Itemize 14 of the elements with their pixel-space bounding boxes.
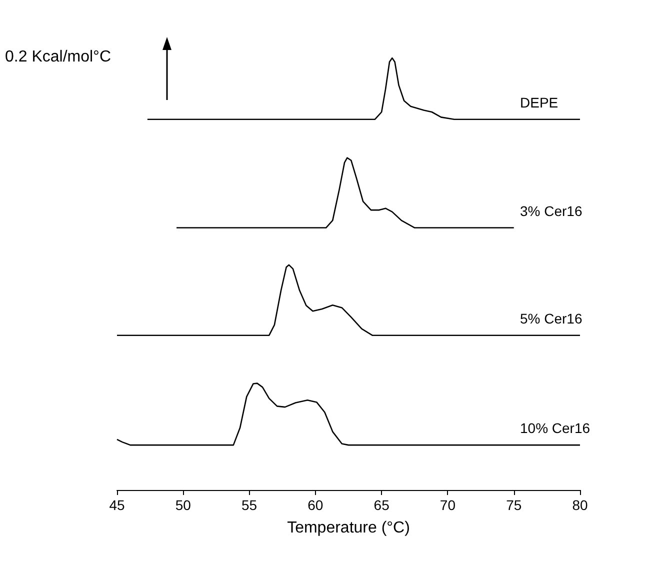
series-label: DEPE [520,94,558,110]
x-tick-label: 65 [374,497,390,513]
x-tick-label: 70 [440,497,456,513]
series-label: 3% Cer16 [520,202,582,219]
x-tick-label: 50 [175,497,192,513]
series-label: 5% Cer16 [520,310,582,326]
text: 0.2 Kcal/mol°C [5,48,111,66]
x-tick-label: 45 [109,497,125,513]
series-label: 10% Cer16 [520,420,590,436]
x-tick-label: 75 [506,497,522,513]
x-axis-title: Temperature (°C) [287,520,410,536]
x-tick-label: 80 [572,497,588,513]
x-tick-label: 60 [308,497,324,513]
x-tick-label: 55 [241,497,258,513]
